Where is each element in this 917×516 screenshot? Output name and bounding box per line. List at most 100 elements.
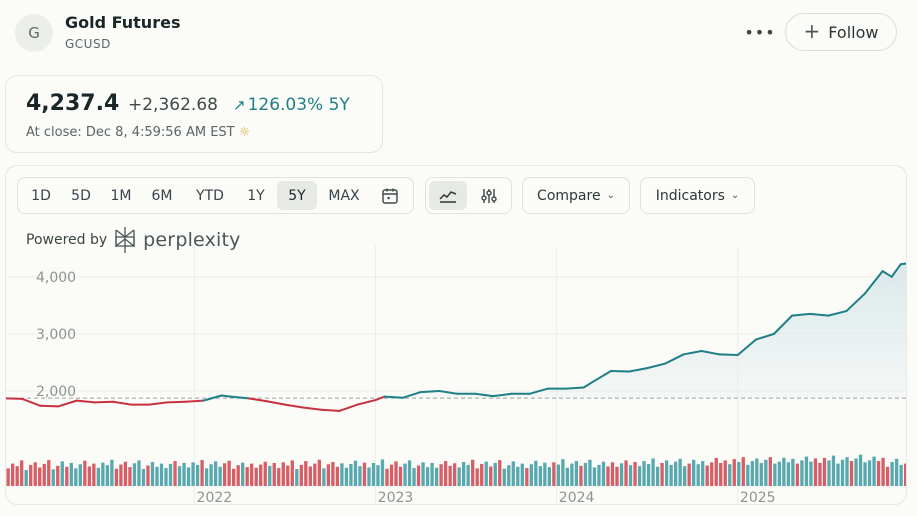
volume-bar bbox=[746, 464, 750, 486]
volume-bar bbox=[642, 461, 646, 486]
price-line-segment bbox=[401, 391, 422, 399]
volume-bar bbox=[863, 462, 867, 486]
volume-bar bbox=[858, 454, 863, 486]
volume-bar bbox=[389, 464, 394, 486]
price-line-segment bbox=[809, 312, 830, 317]
volume-bar bbox=[241, 462, 245, 486]
volume-bar bbox=[191, 462, 195, 486]
range-ytd-button[interactable]: YTD bbox=[196, 187, 224, 204]
volume-bar bbox=[56, 465, 60, 486]
volume-bar bbox=[601, 461, 606, 486]
price-line-segment bbox=[492, 392, 513, 398]
volume-bar bbox=[827, 460, 831, 486]
volume-bar bbox=[660, 462, 664, 486]
more-options-button[interactable]: ••• bbox=[744, 20, 774, 44]
volume-bar bbox=[290, 460, 294, 486]
range-1d-button[interactable]: 1D bbox=[31, 187, 51, 204]
volume-bar bbox=[574, 461, 579, 486]
volume-bar bbox=[507, 465, 511, 486]
volume-bar bbox=[457, 467, 461, 486]
volume-bar bbox=[304, 461, 308, 486]
range-5d-button[interactable]: 5D bbox=[71, 187, 91, 204]
volume-bar bbox=[281, 462, 285, 486]
volume-bar bbox=[556, 464, 561, 486]
compare-dropdown[interactable]: Compare ⌄ bbox=[522, 177, 630, 214]
chart-type-selector bbox=[425, 177, 512, 214]
follow-button[interactable]: + Follow bbox=[785, 13, 897, 51]
price-line-segment bbox=[356, 399, 377, 406]
price-chart[interactable]: 2,000 3,000 4,000 2022 2023 2024 2025 bbox=[6, 166, 907, 505]
volume-bar bbox=[655, 466, 660, 486]
price-line-segment bbox=[628, 367, 649, 373]
volume-bar bbox=[701, 461, 705, 486]
compare-label: Compare bbox=[537, 187, 601, 204]
volume-bar bbox=[610, 462, 615, 486]
volume-bar bbox=[543, 462, 547, 486]
volume-bar bbox=[750, 461, 754, 486]
chart-settings-button[interactable] bbox=[470, 181, 508, 210]
volume-bar bbox=[425, 467, 430, 486]
volume-bar bbox=[74, 468, 78, 486]
price-line-segment bbox=[184, 399, 205, 403]
chevron-down-icon: ⌄ bbox=[606, 190, 615, 201]
volume-bar bbox=[15, 466, 19, 486]
volume-bar bbox=[755, 458, 759, 486]
x-tick-label: 2024 bbox=[559, 490, 595, 505]
volume-bar bbox=[592, 467, 597, 486]
volume-bar bbox=[782, 457, 786, 486]
price-line-segment bbox=[75, 399, 96, 404]
volume-bar bbox=[728, 464, 732, 486]
volume-bar bbox=[448, 465, 452, 486]
volume-bar bbox=[876, 461, 881, 486]
volume-bar bbox=[809, 461, 813, 486]
price-line-segment bbox=[148, 401, 169, 406]
volume-bar bbox=[416, 465, 421, 486]
volume-bar bbox=[462, 462, 466, 486]
price-line-segment bbox=[564, 386, 585, 390]
avatar: G bbox=[15, 14, 53, 52]
price-line-segment bbox=[863, 281, 875, 295]
calendar-icon[interactable] bbox=[380, 186, 400, 206]
volume-bar bbox=[38, 467, 42, 486]
volume-bar bbox=[155, 466, 159, 486]
price-line-segment bbox=[383, 395, 404, 399]
volume-bar bbox=[65, 466, 69, 486]
volume-bar bbox=[105, 465, 110, 486]
range-1y-button[interactable]: 1Y bbox=[247, 187, 265, 204]
price-line-segment bbox=[57, 399, 78, 408]
volume-bar bbox=[732, 459, 736, 486]
price-line-segment bbox=[609, 369, 631, 373]
powered-by-badge[interactable]: Powered by perplexity bbox=[26, 226, 241, 254]
price-line-segment bbox=[111, 400, 132, 406]
volume-bar bbox=[705, 465, 709, 486]
range-1m-button[interactable]: 1M bbox=[110, 187, 132, 204]
price-line-segment bbox=[827, 310, 848, 317]
range-6m-button[interactable]: 6M bbox=[151, 187, 173, 204]
volume-bar bbox=[646, 463, 651, 486]
volume-bar bbox=[92, 463, 96, 486]
volume-bar bbox=[480, 463, 484, 486]
volume-bar bbox=[493, 462, 497, 486]
indicators-dropdown[interactable]: Indicators ⌄ bbox=[640, 177, 755, 214]
volume-bar bbox=[358, 466, 362, 486]
volume-bar bbox=[308, 466, 312, 486]
volume-bar bbox=[773, 463, 777, 486]
volume-bar bbox=[398, 466, 403, 486]
volume-bar bbox=[664, 460, 669, 486]
volume-bar bbox=[295, 469, 299, 486]
price-line-segment bbox=[265, 400, 286, 406]
price-card: 4,237.4 +2,362.68 ↗ 126.03% 5Y At close: … bbox=[5, 75, 383, 153]
volume-bar bbox=[412, 468, 416, 486]
volume-bar bbox=[683, 466, 687, 486]
volume-bar bbox=[678, 458, 682, 486]
price-line-segment bbox=[419, 389, 440, 394]
volume-bar bbox=[696, 464, 700, 486]
range-5y-button[interactable]: 5Y bbox=[277, 181, 317, 210]
range-max-button[interactable]: MAX bbox=[328, 187, 360, 204]
range-selector: 1D 5D 1M 6M YTD 1Y 5Y MAX bbox=[17, 177, 414, 214]
price-line-segment bbox=[646, 362, 667, 370]
line-chart-button[interactable] bbox=[429, 181, 467, 210]
volume-bar bbox=[164, 468, 168, 486]
volume-bar bbox=[719, 462, 723, 486]
volume-bar bbox=[322, 468, 326, 486]
